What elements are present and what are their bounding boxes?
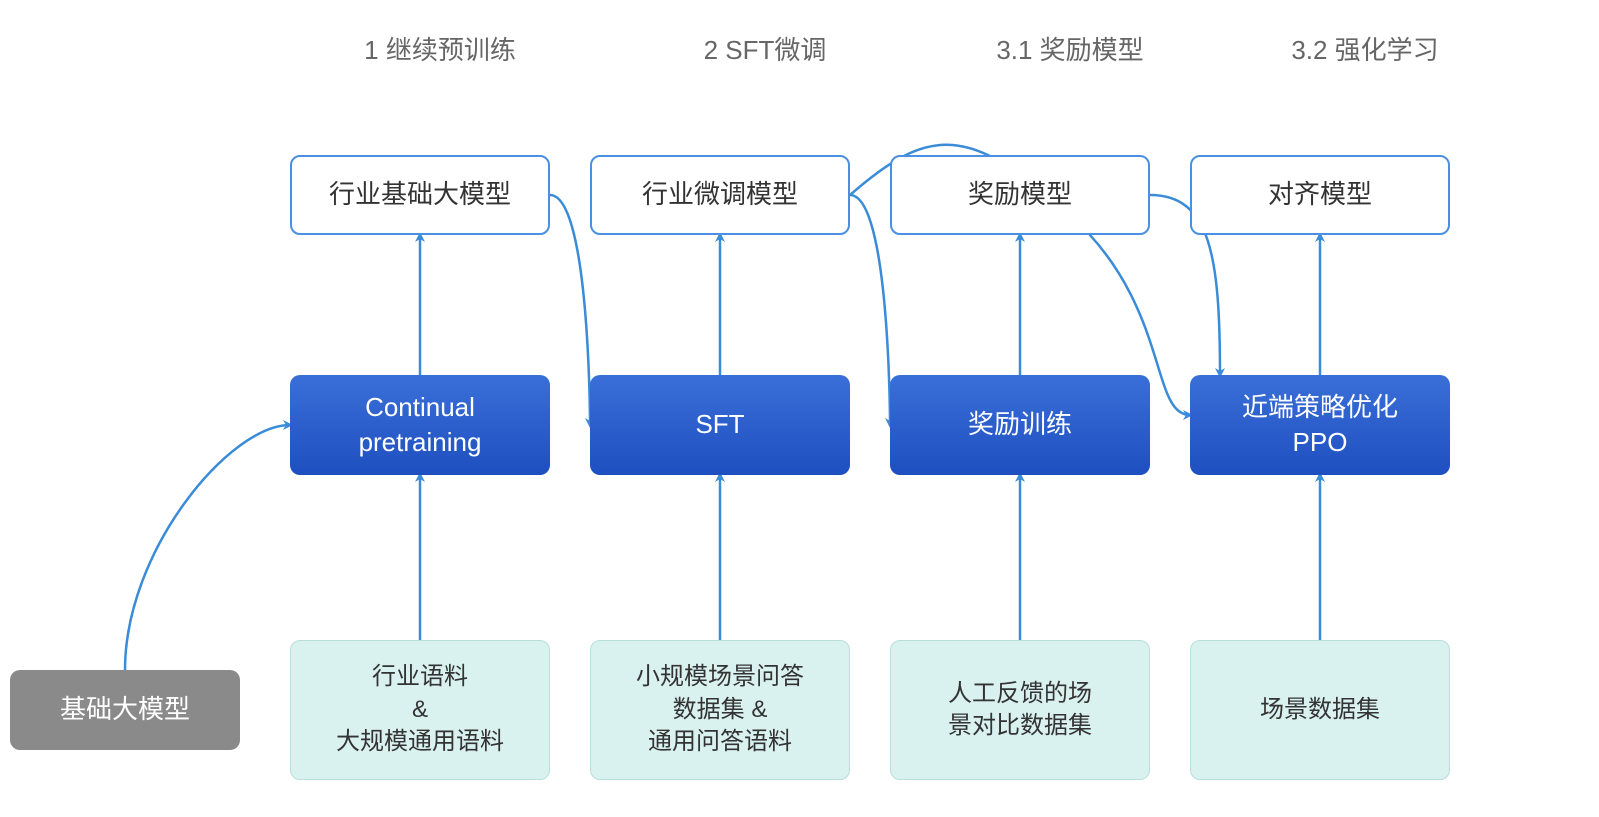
node-out1: 行业基础大模型 [290,155,550,235]
edge-out1-to-proc2 [550,195,590,425]
node-label-data1: 行业语料&大规模通用语料 [336,661,504,758]
node-base: 基础大模型 [10,670,240,750]
node-label-out2: 行业微调模型 [642,177,798,212]
edge-out2-to-proc3 [850,195,890,425]
edge-base-to-proc1 [125,425,290,670]
node-label-out3: 奖励模型 [968,177,1072,212]
node-label-proc4: 近端策略优化PPO [1242,390,1398,460]
node-proc1: Continualpretraining [290,375,550,475]
node-data1: 行业语料&大规模通用语料 [290,640,550,780]
node-data3: 人工反馈的场景对比数据集 [890,640,1150,780]
node-label-data4: 场景数据集 [1260,694,1380,726]
node-label-proc3: 奖励训练 [968,407,1072,442]
node-out4: 对齐模型 [1190,155,1450,235]
node-data2: 小规模场景问答数据集 &通用问答语料 [590,640,850,780]
stage-header-h4: 3.2 强化学习 [1250,30,1480,67]
node-out3: 奖励模型 [890,155,1150,235]
node-label-data3: 人工反馈的场景对比数据集 [948,678,1092,743]
node-proc3: 奖励训练 [890,375,1150,475]
node-out2: 行业微调模型 [590,155,850,235]
node-label-out1: 行业基础大模型 [329,177,511,212]
node-label-base: 基础大模型 [60,692,190,727]
node-proc4: 近端策略优化PPO [1190,375,1450,475]
node-label-out4: 对齐模型 [1268,177,1372,212]
node-proc2: SFT [590,375,850,475]
node-label-proc2: SFT [695,407,744,442]
stage-header-h1: 1 继续预训练 [310,30,570,67]
node-label-data2: 小规模场景问答数据集 &通用问答语料 [636,661,804,758]
stage-header-h3: 3.1 奖励模型 [955,30,1185,67]
node-label-proc1: Continualpretraining [359,390,482,460]
node-data4: 场景数据集 [1190,640,1450,780]
stage-header-h2: 2 SFT微调 [650,30,880,67]
